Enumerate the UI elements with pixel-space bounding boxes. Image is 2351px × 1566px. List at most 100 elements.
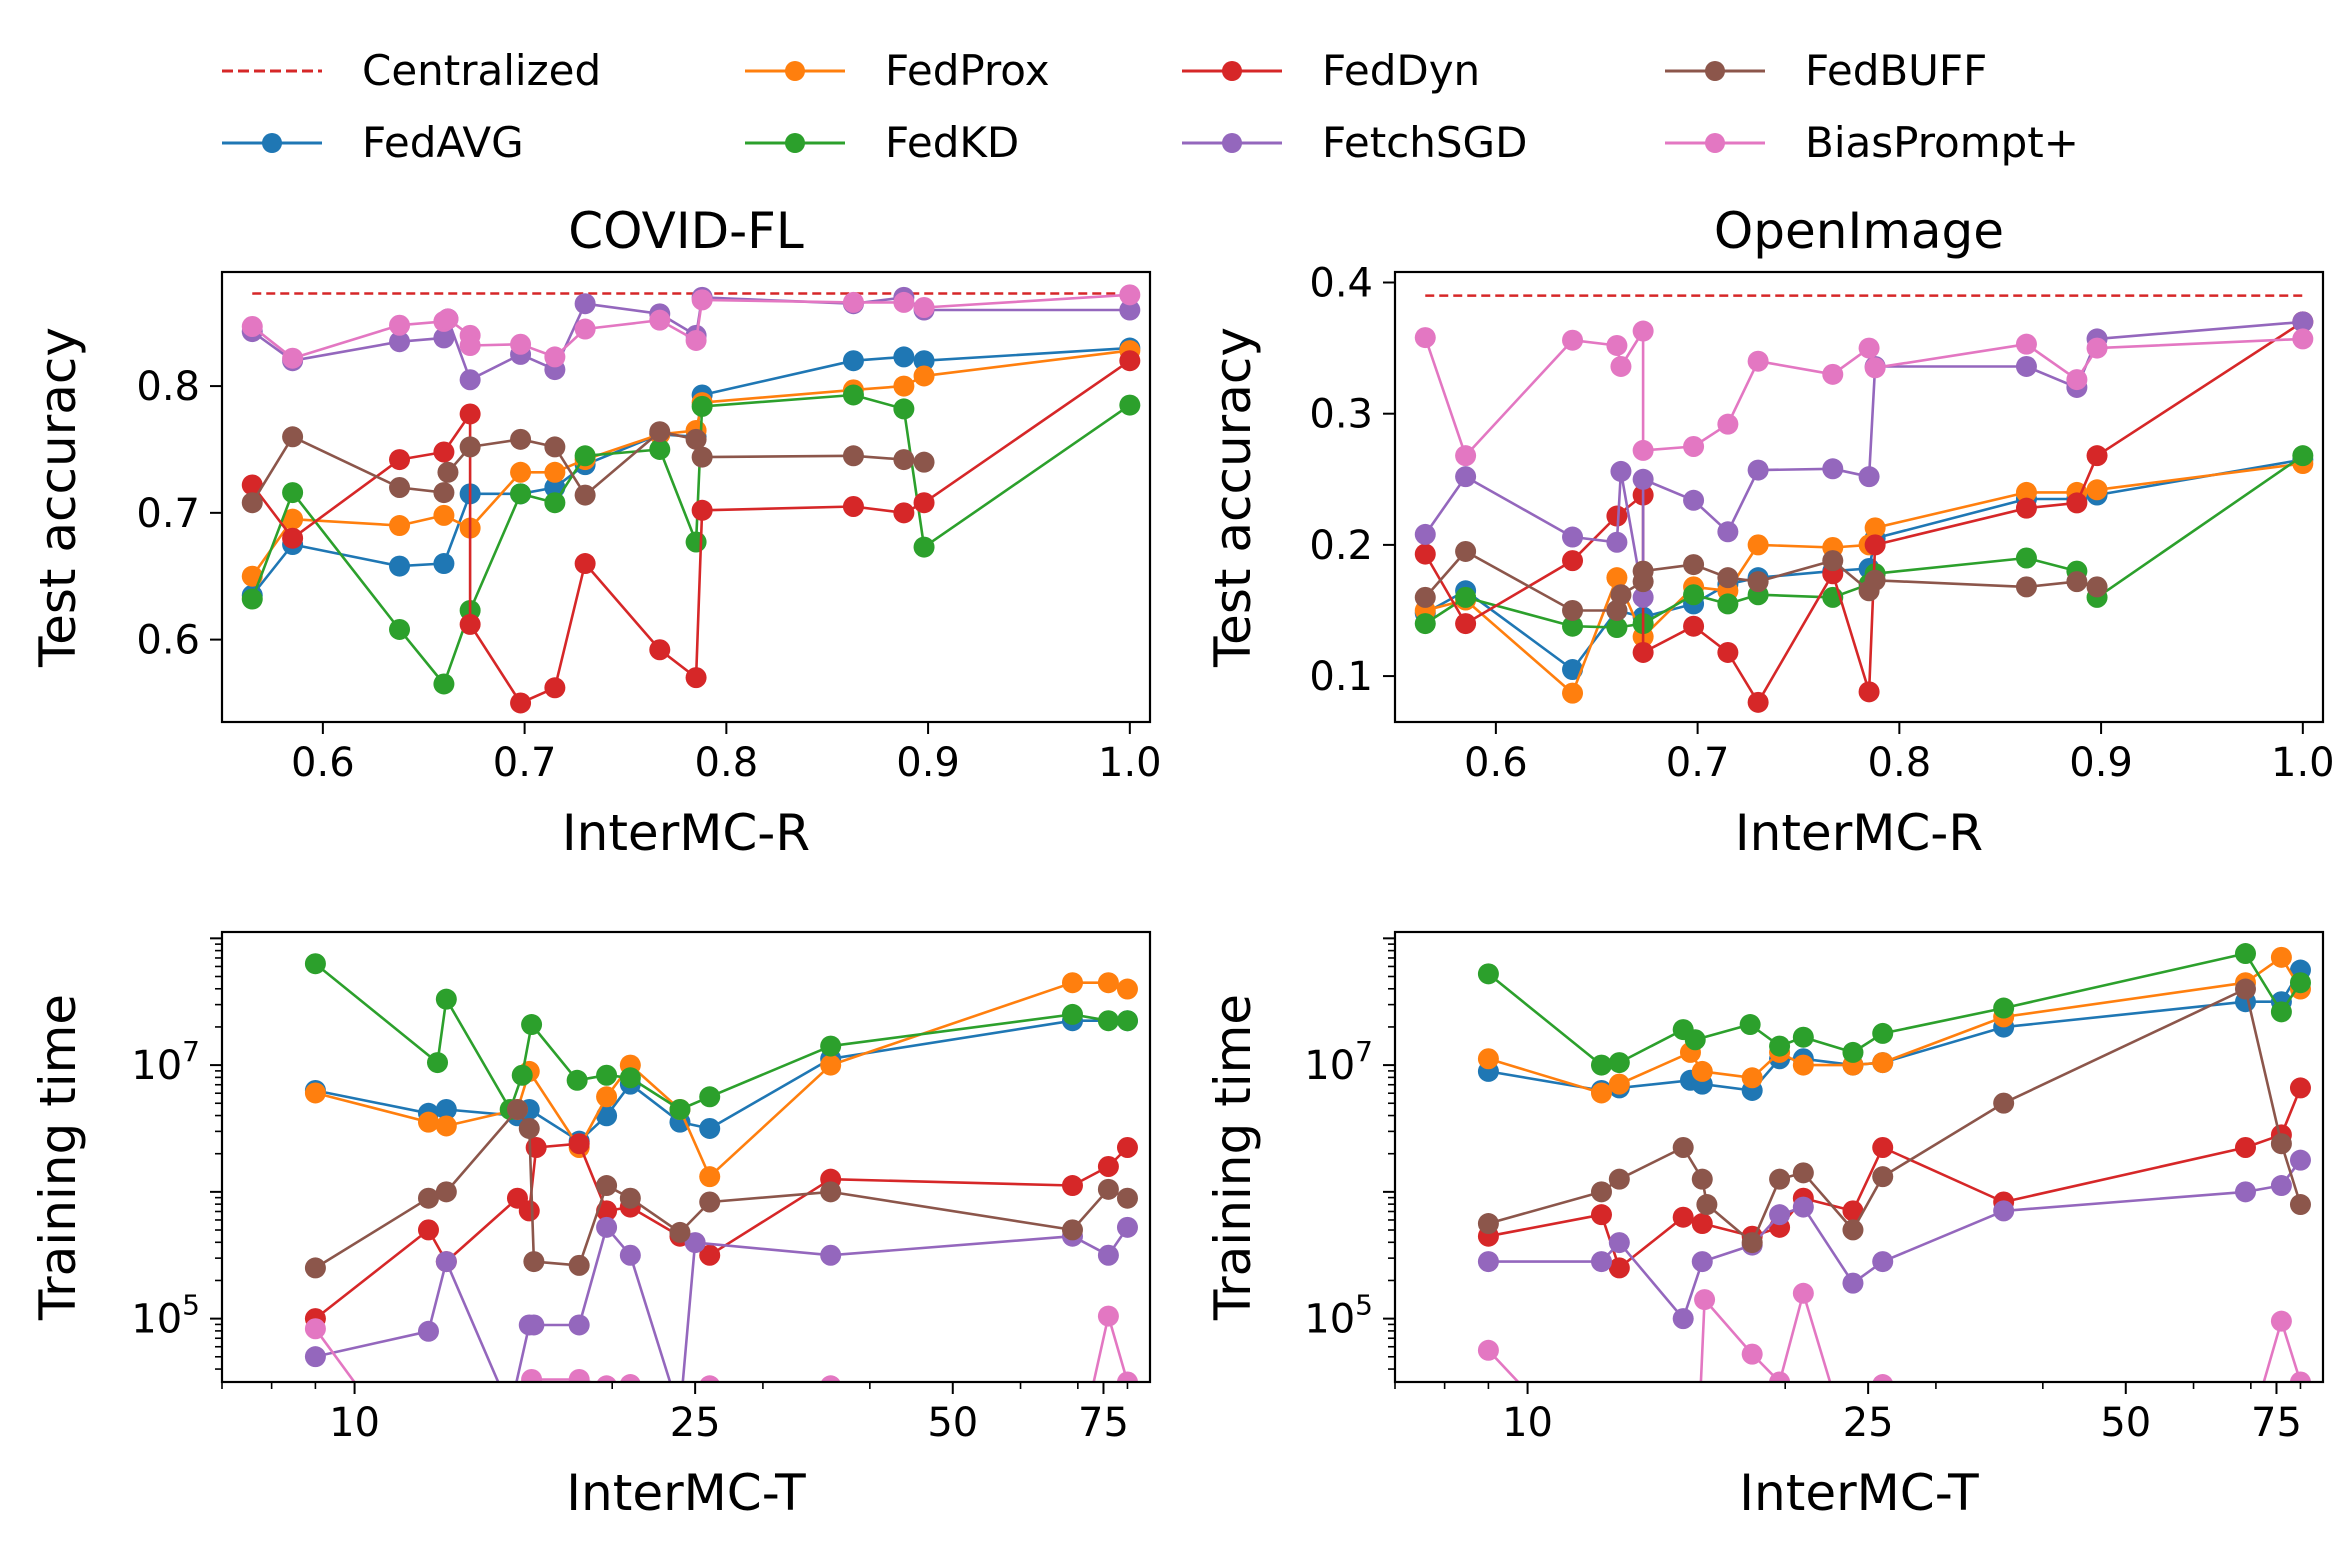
data-point bbox=[2289, 1149, 2311, 1171]
data-point bbox=[389, 555, 411, 577]
data-point bbox=[2292, 328, 2314, 350]
series-fedkd bbox=[1477, 943, 2311, 1076]
legend-label: BiasPrompt+ bbox=[1805, 118, 2079, 167]
data-point bbox=[510, 483, 532, 505]
data-point bbox=[459, 613, 481, 635]
data-point bbox=[1097, 972, 1119, 994]
data-point bbox=[1739, 1014, 1761, 1036]
data-point bbox=[1119, 350, 1141, 372]
data-point bbox=[2289, 1371, 2311, 1382]
data-point bbox=[2234, 1181, 2256, 1203]
x-axis-label: InterMC-R bbox=[1735, 804, 1983, 862]
data-point bbox=[1455, 445, 1477, 467]
data-point bbox=[1610, 460, 1632, 482]
data-point bbox=[1116, 1136, 1138, 1158]
data-point bbox=[1477, 1048, 1499, 1070]
plot-area bbox=[1395, 932, 2323, 1382]
series-fedkd bbox=[241, 384, 1141, 695]
data-point bbox=[685, 329, 707, 351]
series-line bbox=[1424, 320, 2304, 704]
data-point bbox=[1842, 1041, 1864, 1063]
data-point bbox=[842, 496, 864, 518]
data-point bbox=[1062, 1467, 1083, 1488]
data-point bbox=[699, 1117, 721, 1139]
x-tick-label: 0.6 bbox=[1464, 740, 1528, 786]
data-point bbox=[389, 331, 411, 353]
legend-marker bbox=[1222, 133, 1242, 153]
x-tick-label: 0.6 bbox=[291, 740, 355, 786]
panel-title: OpenImage bbox=[1714, 202, 2004, 260]
legend: Centralized FedAVG FedProx FedKD FedDyn Fetch… bbox=[222, 46, 2079, 167]
data-point bbox=[1632, 439, 1654, 461]
legend-marker bbox=[1222, 61, 1242, 81]
y-tick-label: 0.7 bbox=[136, 491, 200, 537]
data-point bbox=[2015, 547, 2037, 569]
data-point bbox=[544, 436, 566, 458]
data-point bbox=[1414, 523, 1436, 545]
data-point bbox=[2234, 1136, 2256, 1158]
data-point bbox=[1455, 540, 1477, 562]
data-point bbox=[1993, 1460, 2014, 1481]
data-point bbox=[574, 293, 596, 315]
series-fedbuff bbox=[1477, 978, 2311, 1254]
legend-item-fedavg: FedAVG bbox=[222, 118, 524, 167]
data-point bbox=[521, 1014, 543, 1036]
data-point bbox=[433, 327, 455, 349]
data-point bbox=[435, 1181, 457, 1203]
data-point bbox=[1455, 586, 1477, 608]
data-point bbox=[913, 492, 935, 514]
data-point bbox=[1687, 1445, 1708, 1466]
data-point bbox=[842, 445, 864, 467]
data-point bbox=[241, 492, 263, 514]
data-point bbox=[1769, 1204, 1791, 1226]
data-point bbox=[596, 1216, 618, 1238]
data-point bbox=[282, 347, 304, 369]
data-point bbox=[1792, 1054, 1814, 1076]
data-point bbox=[1872, 1251, 1894, 1273]
data-point bbox=[1864, 569, 1886, 591]
legend-label: FedProx bbox=[885, 46, 1050, 95]
x-tick-label: 25 bbox=[1843, 1400, 1894, 1446]
x-tick-label: 1.0 bbox=[1098, 740, 1162, 786]
data-point bbox=[619, 1067, 641, 1089]
data-point bbox=[649, 438, 671, 460]
data-point bbox=[1747, 459, 1769, 481]
data-point bbox=[459, 335, 481, 357]
data-point bbox=[282, 426, 304, 448]
data-point bbox=[1672, 1206, 1694, 1228]
data-point bbox=[893, 502, 915, 524]
data-point bbox=[2086, 576, 2108, 598]
data-point bbox=[699, 1086, 721, 1108]
data-point bbox=[282, 527, 304, 549]
data-point bbox=[1842, 1272, 1864, 1294]
data-point bbox=[1414, 613, 1436, 635]
data-point bbox=[1097, 1178, 1119, 1200]
data-point bbox=[437, 461, 459, 483]
data-point bbox=[1061, 972, 1083, 994]
series-fedbuff bbox=[241, 421, 935, 514]
series-line bbox=[1487, 952, 2302, 1067]
y-axis-label: Training time bbox=[1204, 994, 1262, 1321]
data-point bbox=[685, 667, 707, 689]
data-point bbox=[649, 421, 671, 443]
series-biasprompt bbox=[1477, 1282, 2311, 1481]
data-point bbox=[389, 314, 411, 336]
data-point bbox=[691, 446, 713, 468]
x-axis-label: InterMC-R bbox=[562, 804, 810, 862]
legend-marker bbox=[1705, 61, 1725, 81]
data-point bbox=[304, 1257, 326, 1279]
data-point bbox=[820, 1035, 842, 1057]
data-point bbox=[1993, 997, 2015, 1019]
data-point bbox=[1097, 1244, 1119, 1266]
x-tick-label: 75 bbox=[2251, 1400, 2302, 1446]
data-point bbox=[459, 369, 481, 391]
data-point bbox=[913, 296, 935, 318]
data-point bbox=[2015, 355, 2037, 377]
legend-marker bbox=[785, 61, 805, 81]
data-point bbox=[820, 1181, 842, 1203]
data-point bbox=[596, 1086, 618, 1108]
data-point bbox=[1822, 363, 1844, 385]
data-point bbox=[2289, 1194, 2311, 1216]
data-point bbox=[506, 1098, 528, 1120]
